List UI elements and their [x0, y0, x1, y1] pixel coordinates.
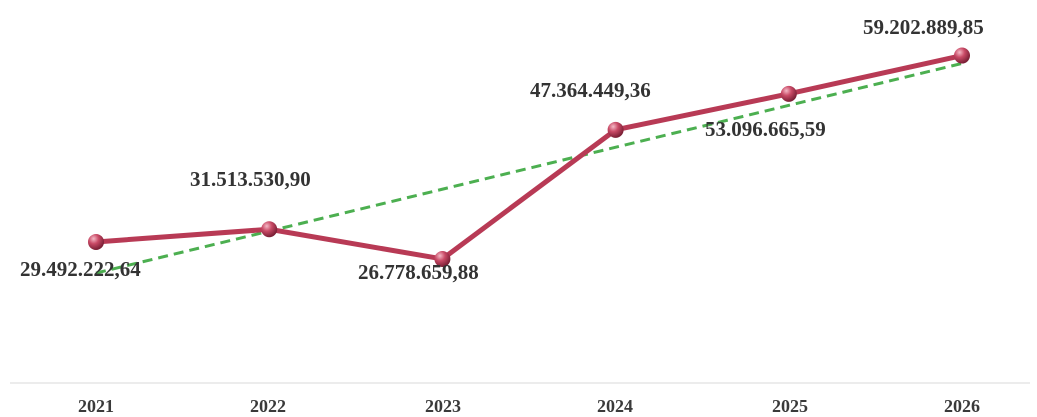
data-point-2023 — [434, 250, 451, 267]
data-label-2022: 31.513.530,90 — [190, 167, 311, 191]
series-polyline — [93, 53, 965, 262]
x-axis-ticks: 2021 2022 2023 2024 2025 2026 — [78, 396, 980, 416]
data-label-2024: 47.364.449,36 — [530, 78, 651, 102]
trendline — [95, 61, 963, 275]
trendline-line — [95, 61, 963, 275]
data-label-2023: 26.778.659,88 — [358, 260, 479, 284]
x-tick-2025: 2025 — [772, 396, 808, 416]
series-line — [93, 53, 965, 262]
data-label-2021: 29.492.222,64 — [20, 257, 141, 281]
data-label-2025: 53.096.665,59 — [705, 117, 826, 141]
x-tick-2022: 2022 — [250, 396, 286, 416]
data-point-2021 — [88, 233, 104, 250]
series-markers — [88, 47, 970, 267]
x-tick-2024: 2024 — [597, 396, 633, 416]
data-point-2024 — [607, 121, 624, 138]
x-tick-2021: 2021 — [78, 396, 114, 416]
data-labels: 29.492.222,64 31.513.530,90 26.778.659,8… — [20, 15, 984, 284]
data-point-2026 — [954, 47, 970, 64]
data-label-2026: 59.202.889,85 — [863, 15, 984, 39]
data-point-2022 — [261, 221, 278, 238]
x-tick-2023: 2023 — [425, 396, 461, 416]
x-tick-2026: 2026 — [944, 396, 980, 416]
data-point-2025 — [780, 85, 797, 102]
